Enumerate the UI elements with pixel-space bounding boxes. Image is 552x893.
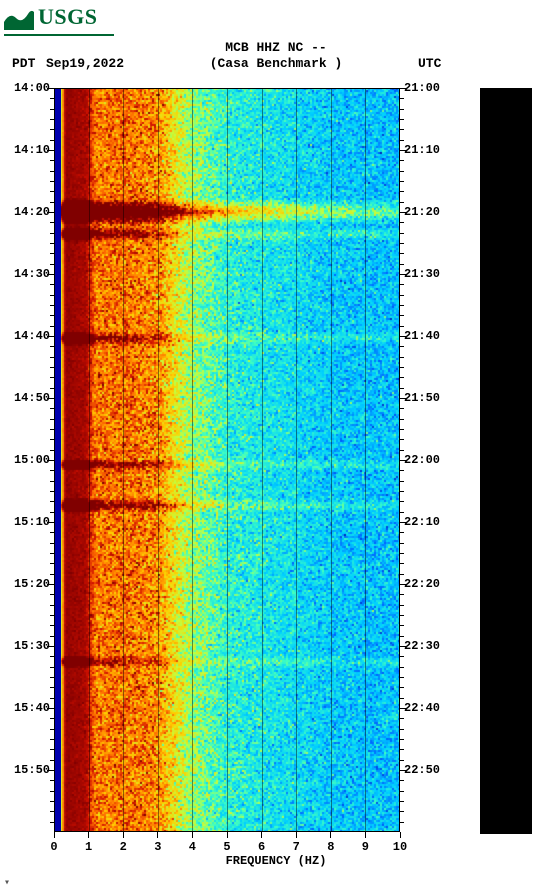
station-title: MCB HHZ NC -- [0, 40, 552, 55]
pdt-tick-label: 14:20 [0, 205, 50, 219]
utc-tick-label: 22:40 [404, 701, 454, 715]
utc-tick-label: 21:10 [404, 143, 454, 157]
logo-underline [4, 34, 114, 36]
spectrogram-canvas [54, 88, 400, 832]
pdt-tick-label: 14:30 [0, 267, 50, 281]
x-tick-label: 1 [79, 840, 99, 854]
utc-tick-label: 22:10 [404, 515, 454, 529]
utc-tick-label: 21:30 [404, 267, 454, 281]
usgs-logo: USGS [4, 4, 97, 30]
utc-tick-label: 22:30 [404, 639, 454, 653]
footer-mark: ▾ [4, 877, 10, 889]
pdt-tick-label: 14:00 [0, 81, 50, 95]
pdt-tick-label: 14:10 [0, 143, 50, 157]
pdt-tick-label: 15:30 [0, 639, 50, 653]
utc-tick-label: 21:20 [404, 205, 454, 219]
x-tick-label: 6 [252, 840, 272, 854]
x-tick-label: 2 [113, 840, 133, 854]
pdt-tick-label: 15:50 [0, 763, 50, 777]
x-tick-label: 5 [217, 840, 237, 854]
utc-tick-label: 22:50 [404, 763, 454, 777]
x-tick-label: 8 [321, 840, 341, 854]
utc-tick-label: 21:00 [404, 81, 454, 95]
utc-tick-label: 22:00 [404, 453, 454, 467]
dc-edge-strip [54, 88, 61, 832]
utc-tick-label: 22:20 [404, 577, 454, 591]
amplitude-colorbar [480, 88, 532, 834]
date-label: Sep19,2022 [46, 56, 124, 71]
pdt-tick-label: 15:00 [0, 453, 50, 467]
pdt-tick-label: 15:40 [0, 701, 50, 715]
spectrogram-page: USGS MCB HHZ NC -- (Casa Benchmark ) PDT… [0, 0, 552, 893]
left-timezone-label: PDT [12, 56, 35, 71]
x-tick-label: 0 [44, 840, 64, 854]
spectrogram-plot [54, 88, 400, 832]
x-tick-label: 9 [355, 840, 375, 854]
x-tick-label: 4 [182, 840, 202, 854]
utc-tick-label: 21:40 [404, 329, 454, 343]
pdt-tick-label: 14:50 [0, 391, 50, 405]
usgs-wave-icon [4, 4, 34, 30]
pdt-tick-label: 14:40 [0, 329, 50, 343]
usgs-logo-text: USGS [38, 4, 97, 30]
pdt-tick-label: 15:10 [0, 515, 50, 529]
x-tick-label: 3 [148, 840, 168, 854]
utc-tick-label: 21:50 [404, 391, 454, 405]
x-tick-label: 10 [390, 840, 410, 854]
right-timezone-label: UTC [418, 56, 441, 71]
pdt-tick-label: 15:20 [0, 577, 50, 591]
x-tick-label: 7 [286, 840, 306, 854]
x-axis-label: FREQUENCY (HZ) [0, 854, 552, 868]
